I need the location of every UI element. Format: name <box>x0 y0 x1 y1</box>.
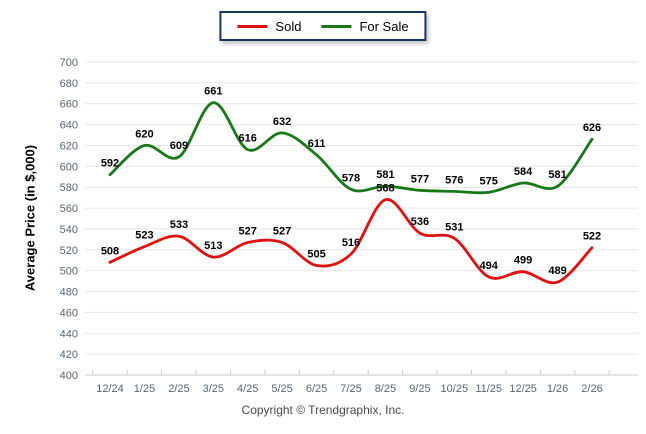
point-label-for-sale: 584 <box>514 166 533 178</box>
y-tick-label: 680 <box>60 78 78 90</box>
point-label-sold: 527 <box>273 226 291 238</box>
x-tick-label: 11/25 <box>475 383 502 395</box>
x-tick-label: 12/25 <box>509 383 537 395</box>
point-label-for-sale: 611 <box>308 138 326 150</box>
point-label-sold: 516 <box>342 237 360 249</box>
point-label-for-sale: 616 <box>239 133 257 145</box>
x-tick-label: 2/25 <box>168 383 189 395</box>
for-sale-line-swatch <box>321 24 352 28</box>
point-label-sold: 536 <box>411 216 429 228</box>
point-label-sold: 508 <box>101 245 119 257</box>
copyright: Copyright © Trendgraphix, Inc. <box>241 403 405 417</box>
x-tick-label: 3/25 <box>203 383 224 395</box>
y-tick-label: 480 <box>60 287 78 299</box>
point-label-for-sale: 577 <box>411 173 429 185</box>
x-tick-label: 5/25 <box>271 383 292 395</box>
y-tick-label: 580 <box>60 182 78 194</box>
point-label-sold: 531 <box>445 221 463 233</box>
point-label-sold: 527 <box>239 226 257 238</box>
point-label-sold: 533 <box>170 219 188 231</box>
y-tick-label: 520 <box>60 245 78 257</box>
x-tick-label: 7/25 <box>340 383 361 395</box>
point-label-for-sale: 576 <box>445 174 463 186</box>
point-label-sold: 522 <box>583 231 601 243</box>
series-line-for-sale <box>108 101 594 195</box>
point-label-sold: 513 <box>204 240 222 252</box>
point-label-sold: 494 <box>480 260 499 272</box>
point-label-sold: 523 <box>135 230 153 242</box>
point-label-sold: 499 <box>514 255 532 267</box>
x-tick-label: 9/25 <box>409 383 430 395</box>
point-label-sold: 489 <box>548 265 566 277</box>
x-tick-label: 10/25 <box>441 383 469 395</box>
series-line-sold <box>108 198 594 285</box>
y-tick-label: 660 <box>60 99 78 111</box>
point-label-for-sale: 581 <box>548 169 566 181</box>
legend: Sold For Sale <box>219 11 427 41</box>
legend-label-sold: Sold <box>275 19 302 34</box>
point-label-sold: 568 <box>376 183 394 195</box>
point-label-for-sale: 661 <box>204 86 222 98</box>
point-label-sold: 505 <box>307 249 325 261</box>
y-tick-label: 500 <box>60 266 78 278</box>
point-label-for-sale: 609 <box>170 140 188 152</box>
x-tick-label: 12/24 <box>96 383 124 395</box>
y-tick-label: 700 <box>60 57 78 69</box>
legend-item-sold: Sold <box>237 19 301 33</box>
point-label-for-sale: 626 <box>583 122 601 134</box>
point-label-for-sale: 592 <box>101 158 119 170</box>
x-tick-label: 2/26 <box>581 383 602 395</box>
point-label-for-sale: 575 <box>480 175 498 187</box>
x-tick-label: 1/26 <box>547 383 568 395</box>
x-tick-label: 8/25 <box>375 383 396 395</box>
point-label-for-sale: 620 <box>135 129 153 141</box>
sold-line-swatch <box>237 24 268 28</box>
legend-label-for-sale: For Sale <box>359 19 409 34</box>
legend-item-for-sale: For Sale <box>321 19 409 34</box>
y-tick-label: 620 <box>60 141 78 153</box>
y-tick-label: 440 <box>60 328 78 340</box>
y-tick-label: 560 <box>60 203 78 215</box>
y-tick-label: 600 <box>60 161 78 173</box>
y-tick-label: 460 <box>60 307 78 319</box>
x-tick-label: 6/25 <box>306 383 327 395</box>
y-tick-label: 400 <box>60 370 78 382</box>
x-tick-label: 4/25 <box>237 383 258 395</box>
point-label-for-sale: 581 <box>376 169 394 181</box>
point-label-for-sale: 578 <box>342 172 360 184</box>
y-tick-label: 640 <box>60 120 78 132</box>
y-tick-label: 420 <box>60 349 78 361</box>
x-tick-label: 1/25 <box>134 383 155 395</box>
y-tick-label: 540 <box>60 224 78 236</box>
point-label-for-sale: 632 <box>273 116 291 128</box>
